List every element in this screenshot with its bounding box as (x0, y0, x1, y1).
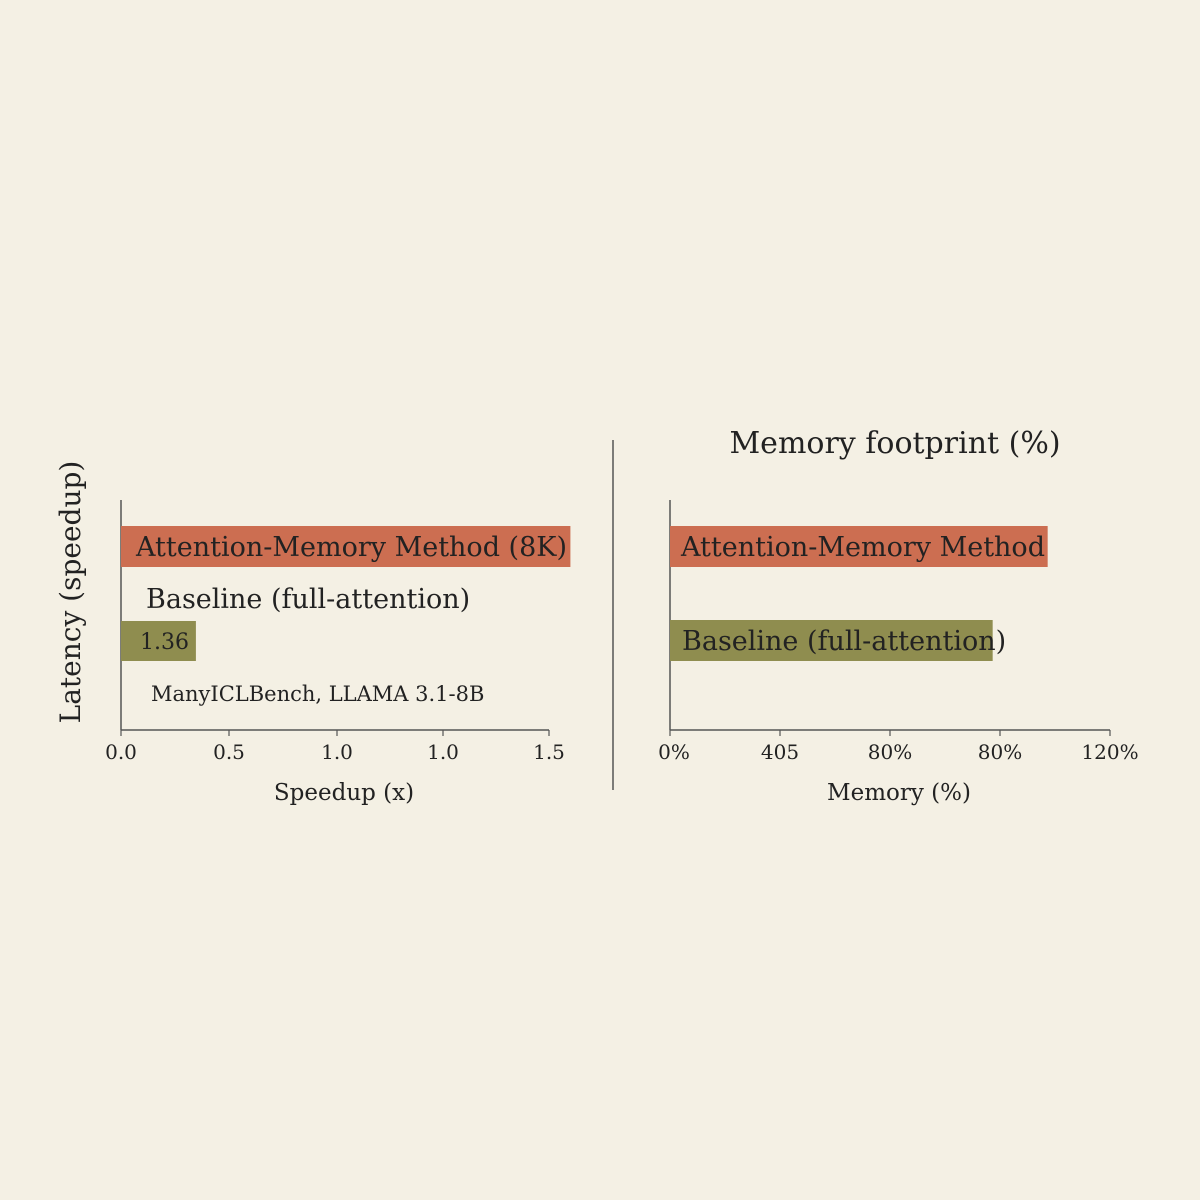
latency-x-tick-label: 1.0 (427, 740, 459, 764)
memory-x-tick-label: 80% (868, 740, 912, 764)
latency-x-tick-label: 0.0 (105, 740, 137, 764)
latency-x-tick-label: 1.0 (321, 740, 353, 764)
bar-method-speedup (121, 526, 571, 567)
latency-x-tick-label: 0.5 (213, 740, 245, 764)
bar-method-speedup-label: Attention-Memory Method (8K) (135, 532, 567, 563)
memory-chart: Memory footprint (%) 0% 405 80% 80% 120% Att… (658, 426, 1138, 806)
bar-method-memory-label: Attention-Memory Method (680, 532, 1045, 563)
latency-x-tick-label: 1.5 (533, 740, 565, 764)
memory-x-tick-label: 0% (658, 740, 690, 764)
memory-x-label: Memory (%) (827, 780, 971, 806)
bar-baseline-memory-label: Baseline (full-attention) (682, 626, 1006, 657)
memory-x-tick-label: 405 (761, 740, 799, 764)
memory-x-tick-label: 80% (978, 740, 1022, 764)
bar-baseline-memory (670, 620, 993, 661)
bar-baseline-speedup (121, 621, 196, 661)
latency-chart: Latency (speedup) 0.0 0.5 1.0 1.0 1.5 Attent… (54, 461, 571, 806)
bar-method-memory (670, 526, 1048, 567)
benchmark-note: ManyICLBench, LLAMA 3.1-8B (151, 682, 484, 706)
memory-title: Memory footprint (%) (729, 426, 1060, 461)
bar-baseline-speedup-label: Baseline (full-attention) (146, 584, 470, 615)
memory-x-tick-label: 120% (1081, 740, 1138, 764)
latency-y-label: Latency (speedup) (54, 461, 87, 724)
bar-baseline-speedup-value: 1.36 (140, 630, 189, 655)
latency-x-label: Speedup (x) (274, 780, 414, 806)
